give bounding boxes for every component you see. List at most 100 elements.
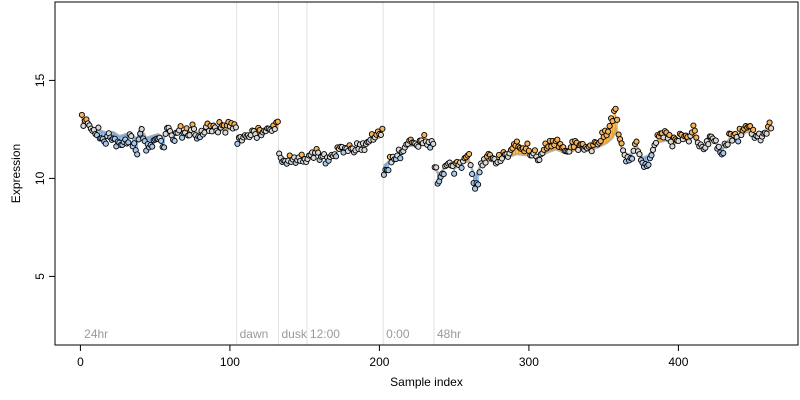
data-point	[385, 167, 392, 174]
y-tick-label: 10	[33, 171, 47, 185]
data-point	[95, 124, 102, 131]
x-tick-label: 200	[369, 355, 389, 369]
data-point	[361, 146, 368, 154]
group-label: dusk	[281, 327, 307, 341]
data-point	[536, 156, 543, 163]
data-point	[421, 131, 428, 139]
data-point	[618, 140, 625, 147]
data-point	[524, 140, 531, 147]
data-point	[125, 139, 132, 146]
x-axis-title: Sample index	[390, 375, 463, 389]
group-separators	[236, 2, 435, 345]
y-tick-label: 5	[33, 273, 47, 280]
data-point	[554, 136, 561, 143]
data-point	[128, 133, 135, 140]
data-point	[333, 153, 340, 160]
data-points	[78, 105, 775, 192]
data-point	[476, 169, 483, 176]
group-label: dawn	[240, 327, 269, 341]
group-label: 24hr	[84, 327, 108, 341]
data-point	[712, 137, 719, 144]
y-axis: 5 10 15	[33, 73, 55, 280]
data-point	[232, 124, 239, 131]
data-point	[274, 118, 281, 125]
y-axis-title: Expression	[9, 144, 23, 203]
plot-frame	[54, 1, 799, 346]
data-point	[377, 131, 384, 138]
data-point	[669, 143, 676, 150]
data-point	[271, 126, 278, 133]
data-point	[186, 132, 193, 139]
residual-stems	[81, 108, 771, 189]
data-point	[633, 138, 640, 145]
data-point	[138, 126, 145, 133]
data-point	[397, 155, 404, 162]
data-point	[513, 138, 520, 145]
data-point	[588, 148, 595, 155]
data-point	[466, 150, 473, 158]
data-point	[597, 137, 604, 145]
data-point	[253, 134, 260, 141]
data-point	[315, 149, 322, 156]
data-point	[469, 170, 476, 178]
data-point	[636, 151, 643, 158]
data-point	[648, 152, 655, 159]
data-point	[234, 140, 241, 147]
data-point	[475, 181, 482, 188]
data-point	[78, 111, 85, 118]
data-point	[766, 119, 773, 126]
data-point	[498, 155, 506, 162]
x-tick-label: 100	[220, 355, 240, 369]
data-point	[158, 137, 165, 144]
data-point	[177, 123, 184, 130]
data-point	[652, 139, 660, 146]
data-point	[458, 164, 465, 171]
data-point	[693, 134, 700, 141]
data-point	[729, 137, 736, 144]
data-point	[310, 154, 317, 161]
group-label: 12:00	[310, 327, 340, 341]
data-point	[763, 130, 770, 137]
data-point	[614, 116, 621, 123]
data-point	[162, 130, 169, 137]
data-point	[467, 162, 474, 169]
x-tick-label: 300	[519, 355, 539, 369]
data-point	[298, 151, 305, 158]
data-point	[575, 146, 582, 154]
data-point	[482, 159, 489, 166]
data-point	[645, 161, 652, 168]
data-point	[171, 137, 178, 144]
data-point	[149, 143, 156, 150]
data-point	[415, 143, 422, 150]
data-point	[451, 170, 458, 177]
data-point	[440, 171, 447, 178]
data-point	[472, 185, 479, 192]
group-label: 48hr	[437, 327, 461, 341]
data-point	[214, 129, 222, 136]
data-point	[379, 125, 386, 132]
data-point	[433, 164, 440, 171]
data-point	[735, 138, 742, 145]
data-point	[605, 128, 612, 135]
group-labels: 24hr dawn dusk 12:00 0:00 48hr	[84, 327, 461, 341]
data-point	[222, 129, 229, 136]
data-point	[606, 122, 613, 130]
data-point	[724, 141, 731, 148]
data-point	[666, 131, 673, 139]
x-axis: 0 100 200 300 400	[77, 344, 689, 369]
data-point	[705, 141, 712, 148]
data-point	[691, 127, 698, 134]
data-point	[768, 125, 775, 132]
data-point	[685, 138, 692, 145]
x-tick-label: 400	[668, 355, 688, 369]
group-label: 0:00	[386, 327, 410, 341]
data-point	[134, 151, 141, 158]
data-point	[720, 150, 727, 157]
data-point	[190, 125, 198, 132]
data-point	[612, 105, 619, 112]
data-point	[750, 126, 757, 133]
data-point	[570, 143, 577, 150]
x-tick-label: 0	[77, 355, 84, 369]
data-point	[629, 155, 636, 162]
